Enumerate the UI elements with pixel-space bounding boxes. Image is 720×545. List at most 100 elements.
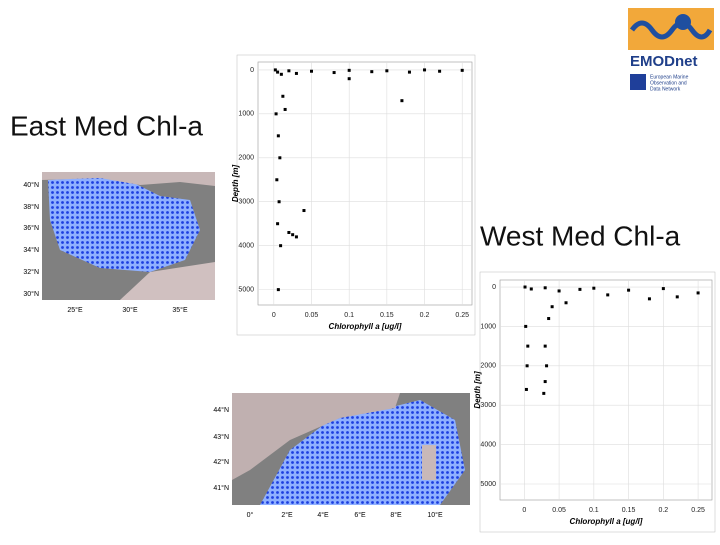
point [279,244,283,248]
point [423,68,427,72]
point [523,285,527,289]
point [627,288,631,292]
x-tick-label: 0.2 [420,312,430,319]
point [294,71,298,75]
point [524,324,528,328]
point [283,107,287,111]
y-tick-label: 3000 [480,402,496,409]
logo-wave [629,20,713,40]
point [276,134,280,138]
y-tick-label: 2000 [480,363,496,370]
x-tick-label: 0.05 [305,312,319,319]
west-panel [479,271,716,533]
point [273,68,277,72]
point [564,301,568,305]
point [696,291,700,295]
x-tick-label: 0.05 [552,507,566,514]
point [274,112,278,116]
point [281,94,285,98]
lon-label: 0° [247,511,254,519]
point [287,230,291,234]
y-tick-label: 5000 [238,286,254,293]
logo-name: EMODnet [630,53,698,70]
lat-label: 42°N [213,458,229,466]
point [545,364,549,368]
point [294,235,298,239]
lon-label: 4°E [317,511,329,519]
east-title: East Med Chl-a [10,110,203,141]
plot-area [257,61,473,306]
point [543,380,547,384]
lon-label: 25°E [67,306,83,314]
lat-label: 38°N [23,203,39,211]
point [347,68,351,72]
point [276,222,280,226]
lon-label: 10°E [427,511,443,519]
lon-label: 6°E [354,511,366,519]
point [525,364,529,368]
logo-sub: European Marine [650,74,689,80]
point [275,178,279,182]
x-tick-label: 0.15 [622,507,636,514]
point [287,69,291,73]
point [385,69,389,73]
lon-label: 30°E [122,306,138,314]
point [370,70,374,74]
point [647,297,651,301]
lon-label: 8°E [390,511,402,519]
y-tick-label: 3000 [238,199,254,206]
x-axis-title: Chlorophyll a [ug/l] [570,517,643,526]
y-tick-label: 4000 [238,243,254,250]
point [543,344,547,348]
lat-label: 44°N [213,406,229,414]
corsica [422,445,436,480]
point [578,287,582,291]
data-area [48,176,200,272]
x-tick-label: 0.1 [344,312,354,319]
plot-area [499,279,713,501]
x-tick-label: 0.15 [380,312,394,319]
point [276,288,280,292]
point [276,70,280,74]
logo-circle [675,14,691,30]
y-tick-label: 1000 [238,111,254,118]
point [550,305,554,309]
land [232,393,400,480]
x-tick-label: 0 [272,312,276,319]
data-area [260,400,465,505]
y-tick-label: 0 [250,67,254,74]
east-map [42,172,215,300]
west-map [232,393,470,505]
x-tick-label: 0 [522,507,526,514]
east-panel [236,54,476,336]
lat-label: 32°N [23,268,39,276]
y-tick-label: 5000 [480,481,496,488]
land [42,172,215,186]
y-tick-label: 4000 [480,441,496,448]
west-title: West Med Chl-a [480,220,681,251]
point [460,68,464,72]
lat-label: 40°N [23,181,39,189]
logo: EMODnet European Marine Observation and … [628,8,714,92]
point [347,77,351,81]
x-tick-label: 0.25 [455,312,469,319]
land [120,262,215,300]
y-axis-title: Depth [m] [231,165,240,203]
point [661,287,665,291]
point [526,344,530,348]
lat-label: 34°N [23,246,39,254]
point [302,209,306,213]
point [675,295,679,299]
logo-sub: Observation and [650,80,687,86]
y-tick-label: 1000 [480,323,496,330]
point [529,287,533,291]
point [291,233,295,237]
x-tick-label: 0.2 [658,507,668,514]
y-tick-label: 2000 [238,155,254,162]
lon-label: 2°E [281,511,293,519]
point [592,286,596,290]
point [543,286,547,290]
logo-sub: Data Network [650,86,681,92]
